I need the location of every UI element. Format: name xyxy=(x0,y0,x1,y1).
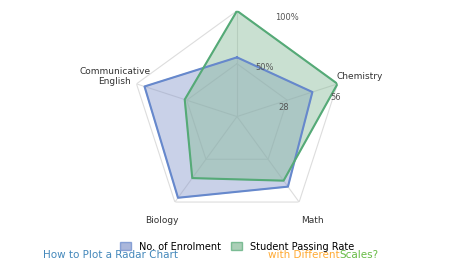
Text: with Different: with Different xyxy=(268,250,343,260)
Text: How to Plot a Radar Chart with Different Scales?: How to Plot a Radar Chart with Different… xyxy=(111,250,363,260)
Text: 56: 56 xyxy=(330,93,341,102)
Polygon shape xyxy=(145,57,312,198)
Text: Scales?: Scales? xyxy=(339,250,378,260)
Text: 28: 28 xyxy=(278,102,289,112)
Text: 100%: 100% xyxy=(274,13,299,22)
Text: 50%: 50% xyxy=(256,63,274,72)
Polygon shape xyxy=(185,11,337,181)
Legend: No. of Enrolment, Student Passing Rate: No. of Enrolment, Student Passing Rate xyxy=(116,238,358,255)
Text: How to Plot a Radar Chart: How to Plot a Radar Chart xyxy=(43,250,181,260)
Text: How to Plot a Radar Chart with Different Scales?: How to Plot a Radar Chart with Different… xyxy=(111,250,363,260)
